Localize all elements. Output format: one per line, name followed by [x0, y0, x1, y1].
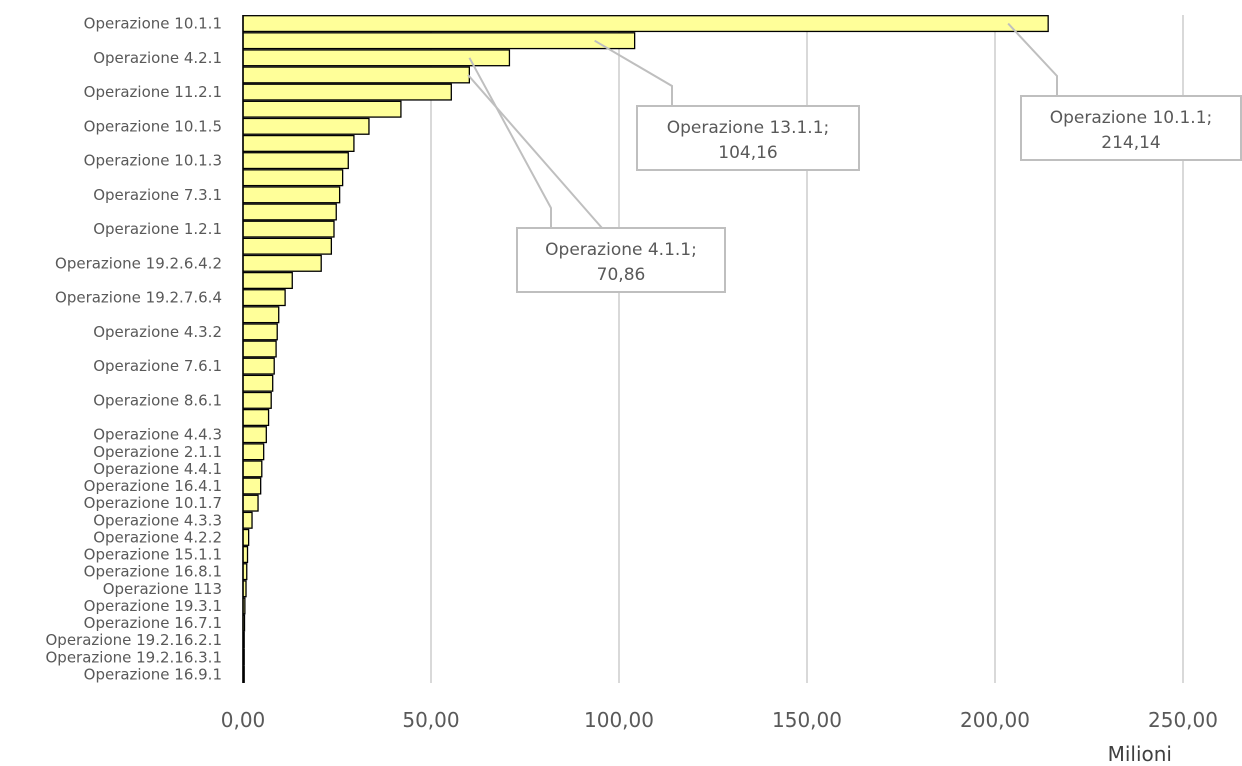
category-label: Operazione 2.1.1: [93, 443, 222, 461]
bar: [242, 32, 636, 50]
bar: [242, 169, 344, 187]
category-label: Operazione 16.4.1: [84, 477, 222, 495]
data-callout: Operazione 4.1.1; 70,86: [468, 57, 726, 293]
category-label: Operazione 11.2.1: [84, 83, 222, 101]
category-label: Operazione 7.3.1: [93, 186, 222, 204]
category-label: Operazione 4.2.2: [93, 528, 222, 546]
bar: [242, 494, 259, 512]
x-tick-label: 200,00: [960, 708, 1030, 732]
category-label: Operazione 4.2.1: [93, 49, 222, 67]
category-label: Operazione 4.3.2: [93, 323, 222, 341]
x-tick-label: 0,00: [221, 708, 266, 732]
bar: [242, 323, 278, 341]
callout-category-label: Operazione 4.1.1;: [545, 240, 697, 260]
category-label: Operazione 7.6.1: [93, 357, 222, 375]
callout-leader-line: [594, 39, 673, 106]
x-tick-label: 150,00: [772, 708, 842, 732]
x-tick-label: 50,00: [402, 708, 459, 732]
callout-category-label: Operazione 10.1.1;: [1050, 108, 1213, 128]
bar: [242, 289, 286, 307]
bars: [242, 15, 1049, 683]
category-label: Operazione 10.1.1: [84, 15, 222, 33]
bar: [242, 15, 1049, 33]
x-tick-labels: 0,00 50,00 100,00 150,00 200,00 250,00: [221, 708, 1218, 732]
category-label: Operazione 4.3.3: [93, 511, 222, 529]
category-label: Operazione 8.6.1: [93, 391, 222, 409]
x-unit-label: Milioni: [1108, 742, 1172, 766]
bar: [242, 408, 270, 427]
category-label: Operazione 113: [103, 580, 222, 598]
category-label: Operazione 10.1.5: [84, 117, 222, 135]
category-labels: Operazione 10.1.1 Operazione 4.2.1 Operazi…: [45, 15, 222, 684]
bar: [242, 340, 277, 358]
bar: [242, 528, 250, 546]
category-label: Operazione 16.7.1: [84, 614, 222, 632]
bar: [242, 134, 355, 152]
bar: [242, 254, 322, 272]
category-label: Operazione 19.2.16.2.1: [45, 631, 222, 649]
callout-value-label: 70,86: [597, 265, 646, 285]
category-label: Operazione 4.4.3: [93, 426, 222, 444]
callout-leader-line: [468, 57, 552, 228]
category-label: Operazione 1.2.1: [93, 220, 222, 238]
callout-category-label: Operazione 13.1.1;: [667, 118, 830, 138]
bar: [242, 220, 335, 238]
callout-box: [1020, 95, 1242, 161]
bar: [242, 152, 349, 170]
bar: [242, 100, 402, 118]
category-label: Operazione 15.1.1: [84, 546, 222, 564]
data-callout-extra-leader: [467, 74, 603, 229]
bar: [242, 426, 267, 444]
data-callout: Operazione 13.1.1; 104,16: [594, 39, 860, 171]
callout-leader-line: [1007, 22, 1058, 96]
bar: [242, 66, 471, 84]
callouts: Operazione 10.1.1; 214,14 Operazione 13.1.…: [467, 22, 1242, 293]
category-label: Operazione 16.9.1: [84, 665, 222, 683]
category-label: Operazione 19.2.6.4.2: [55, 254, 222, 272]
bar: [242, 357, 275, 375]
bar: [242, 117, 370, 135]
x-tick-label: 100,00: [584, 708, 654, 732]
data-callout: Operazione 10.1.1; 214,14: [1007, 22, 1242, 161]
callout-value-label: 104,16: [718, 143, 777, 163]
bar: [242, 237, 333, 255]
bar: [242, 374, 274, 392]
callout-box: [636, 105, 860, 171]
bar: [242, 306, 280, 324]
bar: [242, 511, 253, 529]
bar: [242, 443, 265, 461]
callout-box: [516, 227, 726, 293]
category-label: Operazione 4.4.1: [93, 460, 222, 478]
category-label: Operazione 19.3.1: [84, 597, 222, 615]
callout-value-label: 214,14: [1101, 133, 1160, 153]
bar: [242, 460, 263, 478]
bar: [242, 186, 341, 204]
category-label: Operazione 19.2.16.3.1: [45, 648, 222, 666]
category-label: Operazione 10.1.7: [84, 494, 222, 512]
bar: [242, 203, 337, 221]
x-tick-label: 250,00: [1148, 708, 1218, 732]
bar: [242, 391, 272, 409]
bar: [242, 271, 293, 290]
category-label: Operazione 10.1.3: [84, 152, 222, 170]
bar: [242, 477, 262, 495]
bar: [242, 83, 452, 101]
category-label: Operazione 16.8.1: [84, 563, 222, 581]
category-label: Operazione 19.2.7.6.4: [55, 289, 222, 307]
callout-leader-line: [467, 74, 603, 229]
